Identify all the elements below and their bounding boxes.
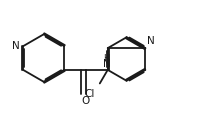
Text: Cl: Cl xyxy=(84,89,95,99)
Text: O: O xyxy=(82,96,90,106)
Text: H: H xyxy=(104,54,110,63)
Text: N: N xyxy=(12,41,20,51)
Text: N: N xyxy=(147,36,155,46)
Text: N: N xyxy=(103,59,110,69)
